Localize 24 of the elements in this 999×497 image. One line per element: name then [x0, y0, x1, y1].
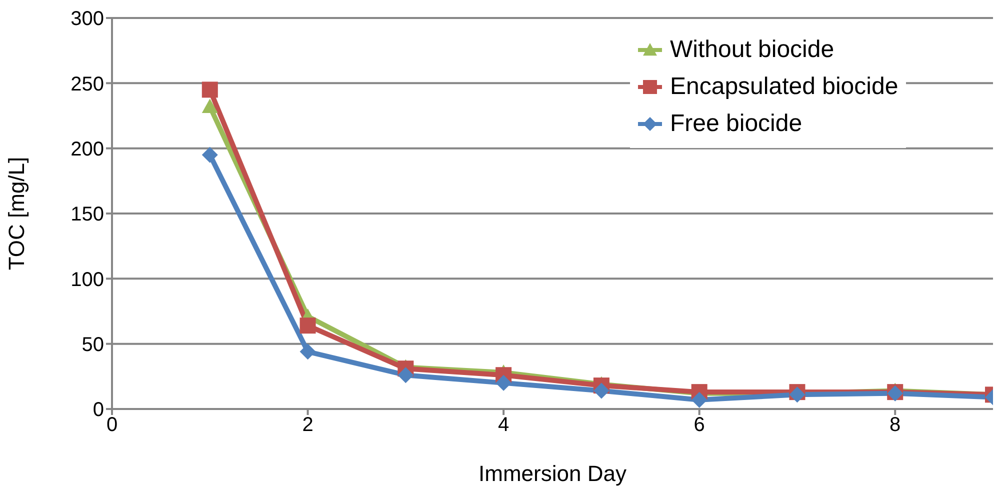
point	[398, 367, 414, 384]
x-axis-title: Immersion Day	[478, 461, 626, 486]
x-tick-label: 6	[694, 414, 705, 436]
point	[691, 392, 708, 408]
x-tick-label: 8	[890, 414, 901, 436]
y-tick-label: 150	[70, 204, 104, 226]
legend-label: Encapsulated biocide	[670, 72, 898, 100]
y-tick-label: 250	[70, 73, 104, 96]
legend-label: Free biocide	[670, 110, 802, 138]
point	[300, 344, 316, 360]
point	[496, 374, 512, 391]
point	[593, 382, 610, 399]
y-tick-label: 200	[70, 138, 104, 160]
x-tick-label: 0	[106, 414, 118, 436]
x-tick-label: 2	[302, 414, 314, 436]
point	[202, 82, 218, 98]
y-tick-label: 0	[92, 399, 104, 422]
point	[202, 146, 218, 163]
y-tick-label: 100	[70, 268, 104, 291]
x-tick-label: 4	[498, 414, 510, 436]
legend-label: Without biocide	[670, 36, 834, 64]
y-tick-label: 50	[82, 334, 104, 356]
y-tick-label: 300	[70, 8, 104, 30]
y-axis-title: TOC [mg/L]	[4, 156, 29, 270]
